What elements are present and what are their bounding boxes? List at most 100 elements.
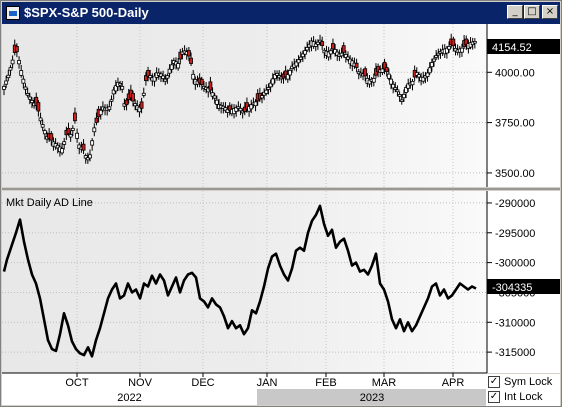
candle-body [17, 60, 21, 65]
month-tick-label: DEC [191, 377, 214, 389]
candle-body [389, 78, 393, 85]
ad-gridlines [2, 191, 487, 373]
candle-body [270, 78, 275, 85]
candle-body [83, 155, 88, 159]
candle-body [371, 78, 376, 83]
month-tick-label: JAN [257, 377, 278, 389]
candle-body [264, 89, 269, 94]
candle-body [141, 92, 146, 96]
candle-body [81, 143, 86, 151]
candle-body [444, 47, 449, 54]
maximize-button[interactable]: □ [524, 5, 540, 19]
candle-body [210, 92, 215, 97]
lock-options: ✓ Sym Lock ✓ Int Lock [486, 374, 560, 406]
candle-body [75, 132, 79, 139]
candle-body [55, 144, 60, 149]
sym-lock-checkbox[interactable]: ✓ [488, 376, 500, 389]
candle-body [178, 51, 183, 60]
candle-body [40, 124, 45, 128]
candle-body [260, 95, 264, 99]
candle-body [70, 127, 75, 131]
candle-body [315, 41, 320, 45]
ad-panel-background [2, 191, 487, 373]
price-tick-label: 3500.00 [495, 168, 535, 180]
candle-body [354, 62, 359, 68]
candle-body [49, 133, 54, 141]
candle-body [6, 74, 11, 79]
minimize-button[interactable]: _ [507, 5, 523, 19]
candle-body [88, 154, 92, 159]
candle-body [296, 59, 301, 64]
candle-body [25, 93, 30, 96]
candle-body [249, 104, 254, 110]
candle-body [272, 74, 277, 80]
year-band-2022 [2, 389, 257, 405]
candle-body [62, 141, 67, 145]
candle-body [425, 72, 430, 77]
candle-body [313, 43, 318, 47]
candle-body [298, 56, 303, 60]
candle-body [66, 127, 71, 134]
month-axis-background [2, 373, 487, 389]
candle-body [10, 59, 15, 65]
candle-body [214, 99, 219, 105]
month-axis-ticks: OCT NOV DEC JAN FEB MAR APR [65, 373, 464, 389]
candle-body [227, 105, 232, 111]
candle-body [339, 52, 344, 57]
candle-body [288, 69, 292, 76]
candle-body [414, 72, 419, 76]
candle-body [189, 57, 193, 64]
candle-body [305, 47, 310, 51]
candle-body [4, 80, 9, 85]
candle-body [328, 50, 333, 55]
candle-body [167, 68, 172, 74]
candle-body [432, 58, 436, 62]
sym-lock-row[interactable]: ✓ Sym Lock [488, 376, 552, 390]
candle-body [148, 75, 153, 79]
title-bar[interactable]: $SPX-S&P 500-Daily _ □ × [2, 2, 560, 24]
candle-body [176, 63, 181, 69]
price-current-badge [487, 39, 560, 54]
candle-body [107, 106, 112, 111]
candle-body [266, 87, 271, 90]
candle-body [34, 96, 39, 107]
candle-body [109, 99, 114, 102]
candle-body [238, 107, 243, 112]
candle-body [225, 109, 230, 113]
candle-body [434, 55, 439, 58]
candle-body [111, 89, 116, 95]
candle-body [161, 75, 166, 79]
candle-body [163, 78, 168, 82]
candle-body [159, 73, 163, 77]
candle-body [384, 67, 389, 72]
ad-panel-title: Mkt Daily AD Line [6, 197, 93, 209]
candle-body [346, 56, 350, 60]
candle-body [343, 54, 348, 58]
candle-body [245, 102, 249, 110]
year-band-2023 [257, 389, 487, 405]
candle-body [21, 78, 26, 84]
window-title: $SPX-S&P 500-Daily [24, 5, 149, 20]
candle-body [303, 50, 307, 55]
int-lock-row[interactable]: ✓ Int Lock [488, 391, 543, 405]
candle-body [98, 109, 103, 116]
close-button[interactable]: × [542, 5, 558, 19]
candle-body [268, 82, 273, 88]
candle-body [85, 157, 90, 161]
candle-body [124, 99, 129, 106]
int-lock-checkbox[interactable]: ✓ [488, 391, 500, 404]
month-tick-label: OCT [65, 377, 89, 389]
candle-body [36, 102, 41, 112]
candle-body [253, 101, 258, 107]
candle-body [146, 70, 150, 77]
candle-body [380, 68, 385, 73]
sym-lock-label: Sym Lock [504, 376, 553, 389]
month-tick-label: MAR [372, 377, 397, 389]
candle-body [386, 73, 391, 79]
candle-body [331, 43, 335, 50]
ad-tick-label: -315000 [495, 347, 535, 359]
price-tick-label: 4000.00 [495, 67, 535, 79]
price-candles [2, 33, 477, 164]
candle-body [393, 87, 398, 90]
